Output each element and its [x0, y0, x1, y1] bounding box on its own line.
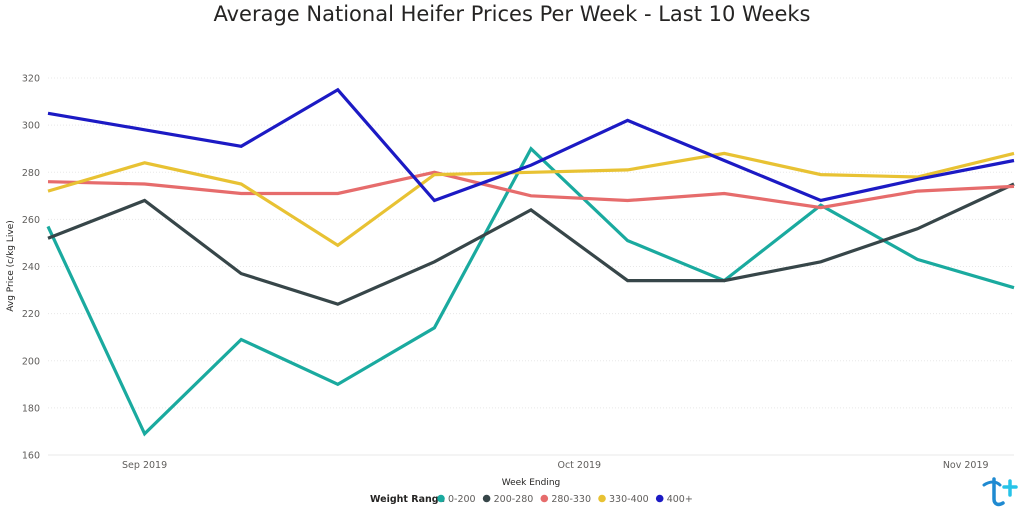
legend-marker — [655, 494, 664, 503]
y-axis-ticks: 160 180 200 220 240 260 280 300 320 — [22, 74, 40, 462]
x-axis-title: Week Ending — [502, 478, 561, 488]
y-tick-label: 260 — [22, 215, 40, 226]
series-line-280-330 — [47, 170, 1015, 210]
y-tick-label: 180 — [22, 403, 40, 414]
x-tick-label: Nov 2019 — [943, 460, 989, 471]
y-tick-label: 280 — [22, 168, 40, 179]
legend-marker — [482, 494, 491, 503]
series-line-200-280 — [47, 182, 1015, 306]
x-tick-label: Sep 2019 — [122, 460, 167, 471]
series-line-330-400 — [47, 151, 1015, 248]
series-lines — [46, 87, 1015, 437]
series-line-0-200 — [46, 146, 1015, 437]
y-axis-title: Avg Price (c/kg Live) — [6, 220, 16, 312]
legend-marker — [598, 494, 606, 503]
y-tick-label: 160 — [22, 451, 40, 462]
y-tick-label: 300 — [22, 121, 40, 132]
series-line-400+ — [47, 87, 1015, 203]
legend-item: 0-200 — [448, 494, 476, 505]
legend-item: 280-330 — [551, 494, 591, 505]
y-tick-label: 200 — [22, 356, 40, 367]
legend-marker — [540, 494, 549, 503]
legend-item: 400+ — [667, 494, 693, 505]
legend-marker — [437, 494, 445, 503]
legend-item: 200-280 — [494, 494, 534, 505]
brand-logo-icon — [982, 477, 1018, 507]
x-axis-ticks: Sep 2019 Oct 2019 Nov 2019 — [122, 460, 989, 471]
chart-title: Average National Heifer Prices Per Week … — [213, 2, 811, 26]
legend: Weight Range 0-200 200-280 280-330 330-400 4… — [370, 494, 693, 505]
legend-item: 330-400 — [609, 494, 649, 505]
gridlines — [48, 77, 1014, 456]
y-tick-label: 240 — [22, 262, 40, 273]
x-tick-label: Oct 2019 — [557, 460, 601, 471]
legend-title: Weight Range — [370, 494, 445, 505]
y-tick-label: 220 — [22, 309, 40, 320]
y-tick-label: 320 — [22, 74, 40, 85]
